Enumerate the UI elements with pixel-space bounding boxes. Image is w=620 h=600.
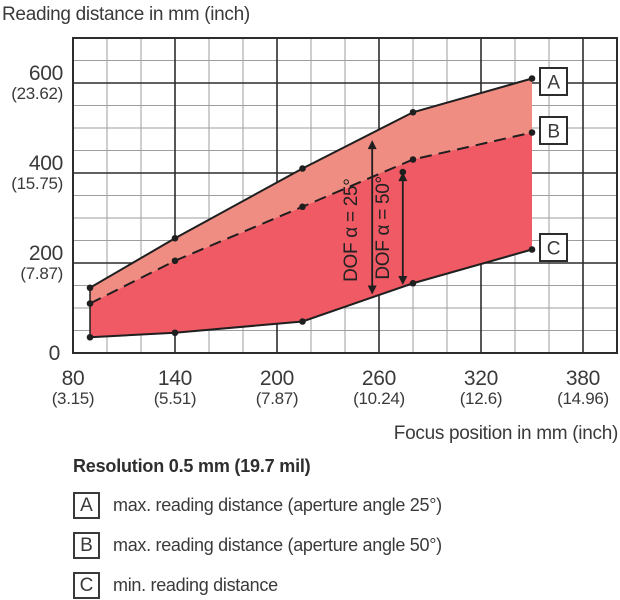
y-tick-mm: 400: [29, 152, 63, 175]
dof-label-1: DOF α = 50°: [373, 176, 394, 279]
chart-title: Reading distance in mm (inch): [2, 4, 250, 25]
curve-label-C: C: [547, 239, 560, 260]
x-tick-mm: 80: [62, 367, 85, 390]
curve-label-B: B: [547, 122, 559, 143]
y-tick-mm: 200: [29, 242, 63, 265]
series-C-point: [528, 246, 536, 253]
x-tick-mm: 140: [158, 367, 192, 390]
dof-arrowhead-down-0: [367, 285, 377, 295]
series-B-point: [299, 203, 306, 211]
dof-area-50deg: [90, 132, 532, 338]
curve-label-box-B: [539, 116, 568, 145]
plot-frame: [72, 37, 618, 354]
x-tick-inch: (3.15): [52, 389, 95, 408]
series-B-point: [171, 257, 179, 265]
y-tick-inch: (7.87): [20, 264, 63, 283]
series-C-point: [409, 279, 417, 287]
legend-label-c: min. reading distance: [113, 575, 278, 595]
legend-label-b: max. reading distance (aperture angle 50…: [113, 535, 442, 555]
x-tick-inch: (10.24): [353, 389, 405, 408]
series-A-point: [409, 108, 417, 116]
dof-area-25deg: [90, 78, 532, 304]
series-B-point: [409, 156, 417, 163]
x-tick-mm: 260: [362, 367, 396, 390]
x-tick-inch: (5.51): [154, 389, 197, 408]
legend-heading: Resolution 0.5 mm (19.7 mil): [73, 456, 311, 476]
series-A-point: [171, 234, 179, 242]
dof-label-0: DOF α = 25°: [341, 178, 362, 281]
series-A-point: [86, 284, 94, 292]
x-axis-title: Focus position in mm (inch): [393, 423, 619, 444]
legend-label-a: max. reading distance (aperture angle 25…: [113, 495, 442, 515]
dof-arrow-top-dot-1: [399, 168, 407, 176]
x-tick-mm: 320: [464, 367, 498, 390]
legend-row-a: A max. reading distance (aperture angle …: [73, 492, 442, 519]
series-B-point: [528, 129, 536, 136]
x-tick-inch: (12.6): [460, 389, 503, 408]
curve-label-box-C: [539, 233, 568, 262]
x-tick-inch: (7.87): [256, 389, 299, 408]
legend-row-c: C min. reading distance: [73, 572, 278, 599]
legend-row-b: B max. reading distance (aperture angle …: [73, 532, 442, 559]
curve-label-A: A: [547, 73, 560, 94]
y-tick-mm: 0: [49, 342, 60, 365]
series-C-point: [299, 318, 306, 325]
dof-arrowhead-up-1: [398, 172, 408, 182]
legend-key-box-a: A: [73, 492, 100, 519]
series-A-point: [299, 165, 306, 172]
y-tick-inch: (15.75): [11, 174, 63, 193]
y-tick-mm: 600: [29, 62, 63, 85]
series-A-point: [528, 75, 536, 82]
series-B-point: [86, 300, 94, 307]
dof-arrowhead-up-0: [367, 140, 377, 150]
y-tick-inch: (23.62): [11, 84, 63, 103]
x-tick-mm: 200: [260, 367, 294, 390]
series-C-point: [86, 333, 94, 341]
x-tick-inch: (14.96): [557, 389, 609, 408]
legend-key-box-b: B: [73, 532, 100, 559]
dof-arrowhead-down-1: [398, 276, 408, 286]
series-C-point: [171, 329, 179, 337]
x-tick-mm: 380: [566, 367, 600, 390]
legend-key-box-c: C: [73, 572, 100, 599]
curve-label-box-A: [539, 67, 568, 96]
